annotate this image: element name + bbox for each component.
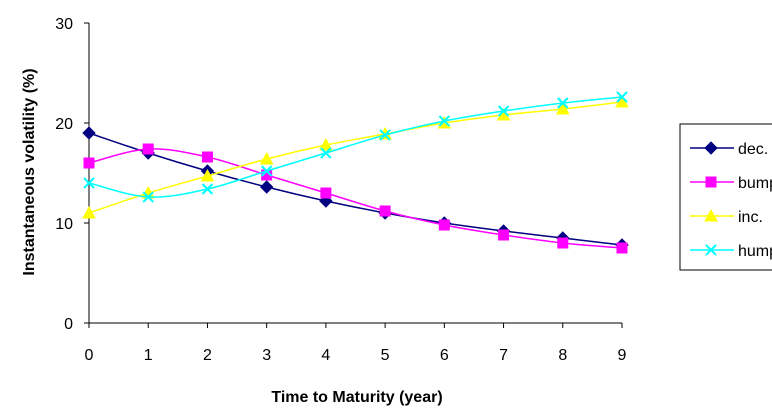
data-point-hump — [616, 91, 628, 103]
marker-stroke — [379, 129, 391, 141]
series-inc — [82, 94, 629, 219]
data-point-inc — [555, 101, 570, 115]
legend-item-hump: hump — [690, 243, 772, 260]
x-tick-label: 4 — [321, 347, 330, 364]
data-point-hump — [379, 129, 391, 141]
x-tick-label: 8 — [558, 347, 567, 364]
data-point-inc — [319, 137, 333, 151]
legend-label: bump — [738, 175, 772, 192]
data-point-hump — [83, 177, 95, 189]
legend-items: dec. bump inc. hump — [690, 141, 772, 260]
x-tick-label: 0 — [85, 347, 94, 364]
y-axis-title: Instantaneous volatility (%) — [21, 68, 38, 275]
series-line-bump — [88, 148, 623, 249]
data-point-inc — [82, 205, 96, 219]
data-point-dec — [82, 126, 96, 140]
data-point-bump — [557, 237, 569, 249]
x-tick-label: 7 — [499, 347, 508, 364]
y-tick-labels: 0 10 20 30 — [55, 16, 73, 333]
legend-marker — [704, 208, 718, 222]
legend-item-inc: inc. — [690, 208, 763, 226]
data-point-bump — [616, 242, 628, 254]
y-tick-label: 0 — [64, 316, 73, 333]
marker-stroke — [201, 183, 214, 195]
marker-stroke — [616, 91, 628, 103]
data-point-bump — [498, 229, 510, 241]
data-point-inc — [615, 94, 629, 108]
y-tick-label: 30 — [55, 16, 73, 33]
legend: dec. bump inc. hump — [679, 123, 772, 271]
legend-item-bump: bump — [690, 175, 772, 192]
data-point-bump — [142, 143, 154, 155]
legend-item-dec: dec. — [690, 141, 768, 158]
marker-stroke — [497, 105, 510, 117]
legend-marker — [704, 141, 718, 155]
marker-stroke — [142, 191, 154, 203]
series-hump — [83, 91, 628, 203]
legend-marker — [705, 244, 717, 256]
data-point-dec — [259, 180, 274, 194]
legend-marker — [705, 176, 717, 188]
x-tick-label: 6 — [440, 347, 449, 364]
x-tick-label: 5 — [381, 347, 390, 364]
x-tick-label: 1 — [144, 347, 153, 364]
data-point-inc — [259, 151, 274, 165]
legend-label: inc. — [738, 209, 763, 226]
marker-stroke — [320, 147, 332, 159]
series-layer — [82, 91, 629, 254]
marker-stroke — [83, 177, 95, 189]
x-tick-labels: 0 1 2 3 4 5 6 7 8 9 — [85, 347, 627, 364]
data-point-hump — [497, 105, 510, 117]
x-tick-label: 2 — [203, 347, 212, 364]
series-line-inc — [88, 101, 623, 214]
data-point-hump — [260, 165, 273, 177]
legend-label: hump — [738, 243, 772, 260]
marker-stroke — [705, 244, 717, 256]
x-tick-label: 3 — [262, 347, 271, 364]
y-tick-label: 10 — [55, 216, 73, 233]
axes — [84, 22, 623, 328]
series-line-hump — [88, 96, 623, 198]
data-point-hump — [557, 97, 569, 109]
data-point-inc — [200, 168, 215, 182]
marker-stroke — [557, 97, 569, 109]
data-point-hump — [438, 115, 451, 127]
data-point-bump — [83, 157, 95, 169]
series-bump — [83, 143, 628, 254]
marker-stroke — [260, 165, 273, 177]
data-point-hump — [142, 191, 154, 203]
data-point-bump — [379, 205, 391, 217]
data-point-bump — [438, 219, 450, 231]
legend-label: dec. — [738, 141, 768, 158]
series-line-dec — [88, 132, 623, 246]
marker-stroke — [438, 115, 451, 127]
x-tick-label: 9 — [618, 347, 627, 364]
series-dec — [82, 126, 629, 252]
x-axis-title: Time to Maturity (year) — [271, 389, 442, 406]
data-point-hump — [201, 183, 214, 195]
data-point-bump — [320, 187, 332, 199]
y-tick-label: 20 — [55, 116, 73, 133]
data-point-bump — [201, 151, 213, 163]
data-point-hump — [320, 147, 332, 159]
